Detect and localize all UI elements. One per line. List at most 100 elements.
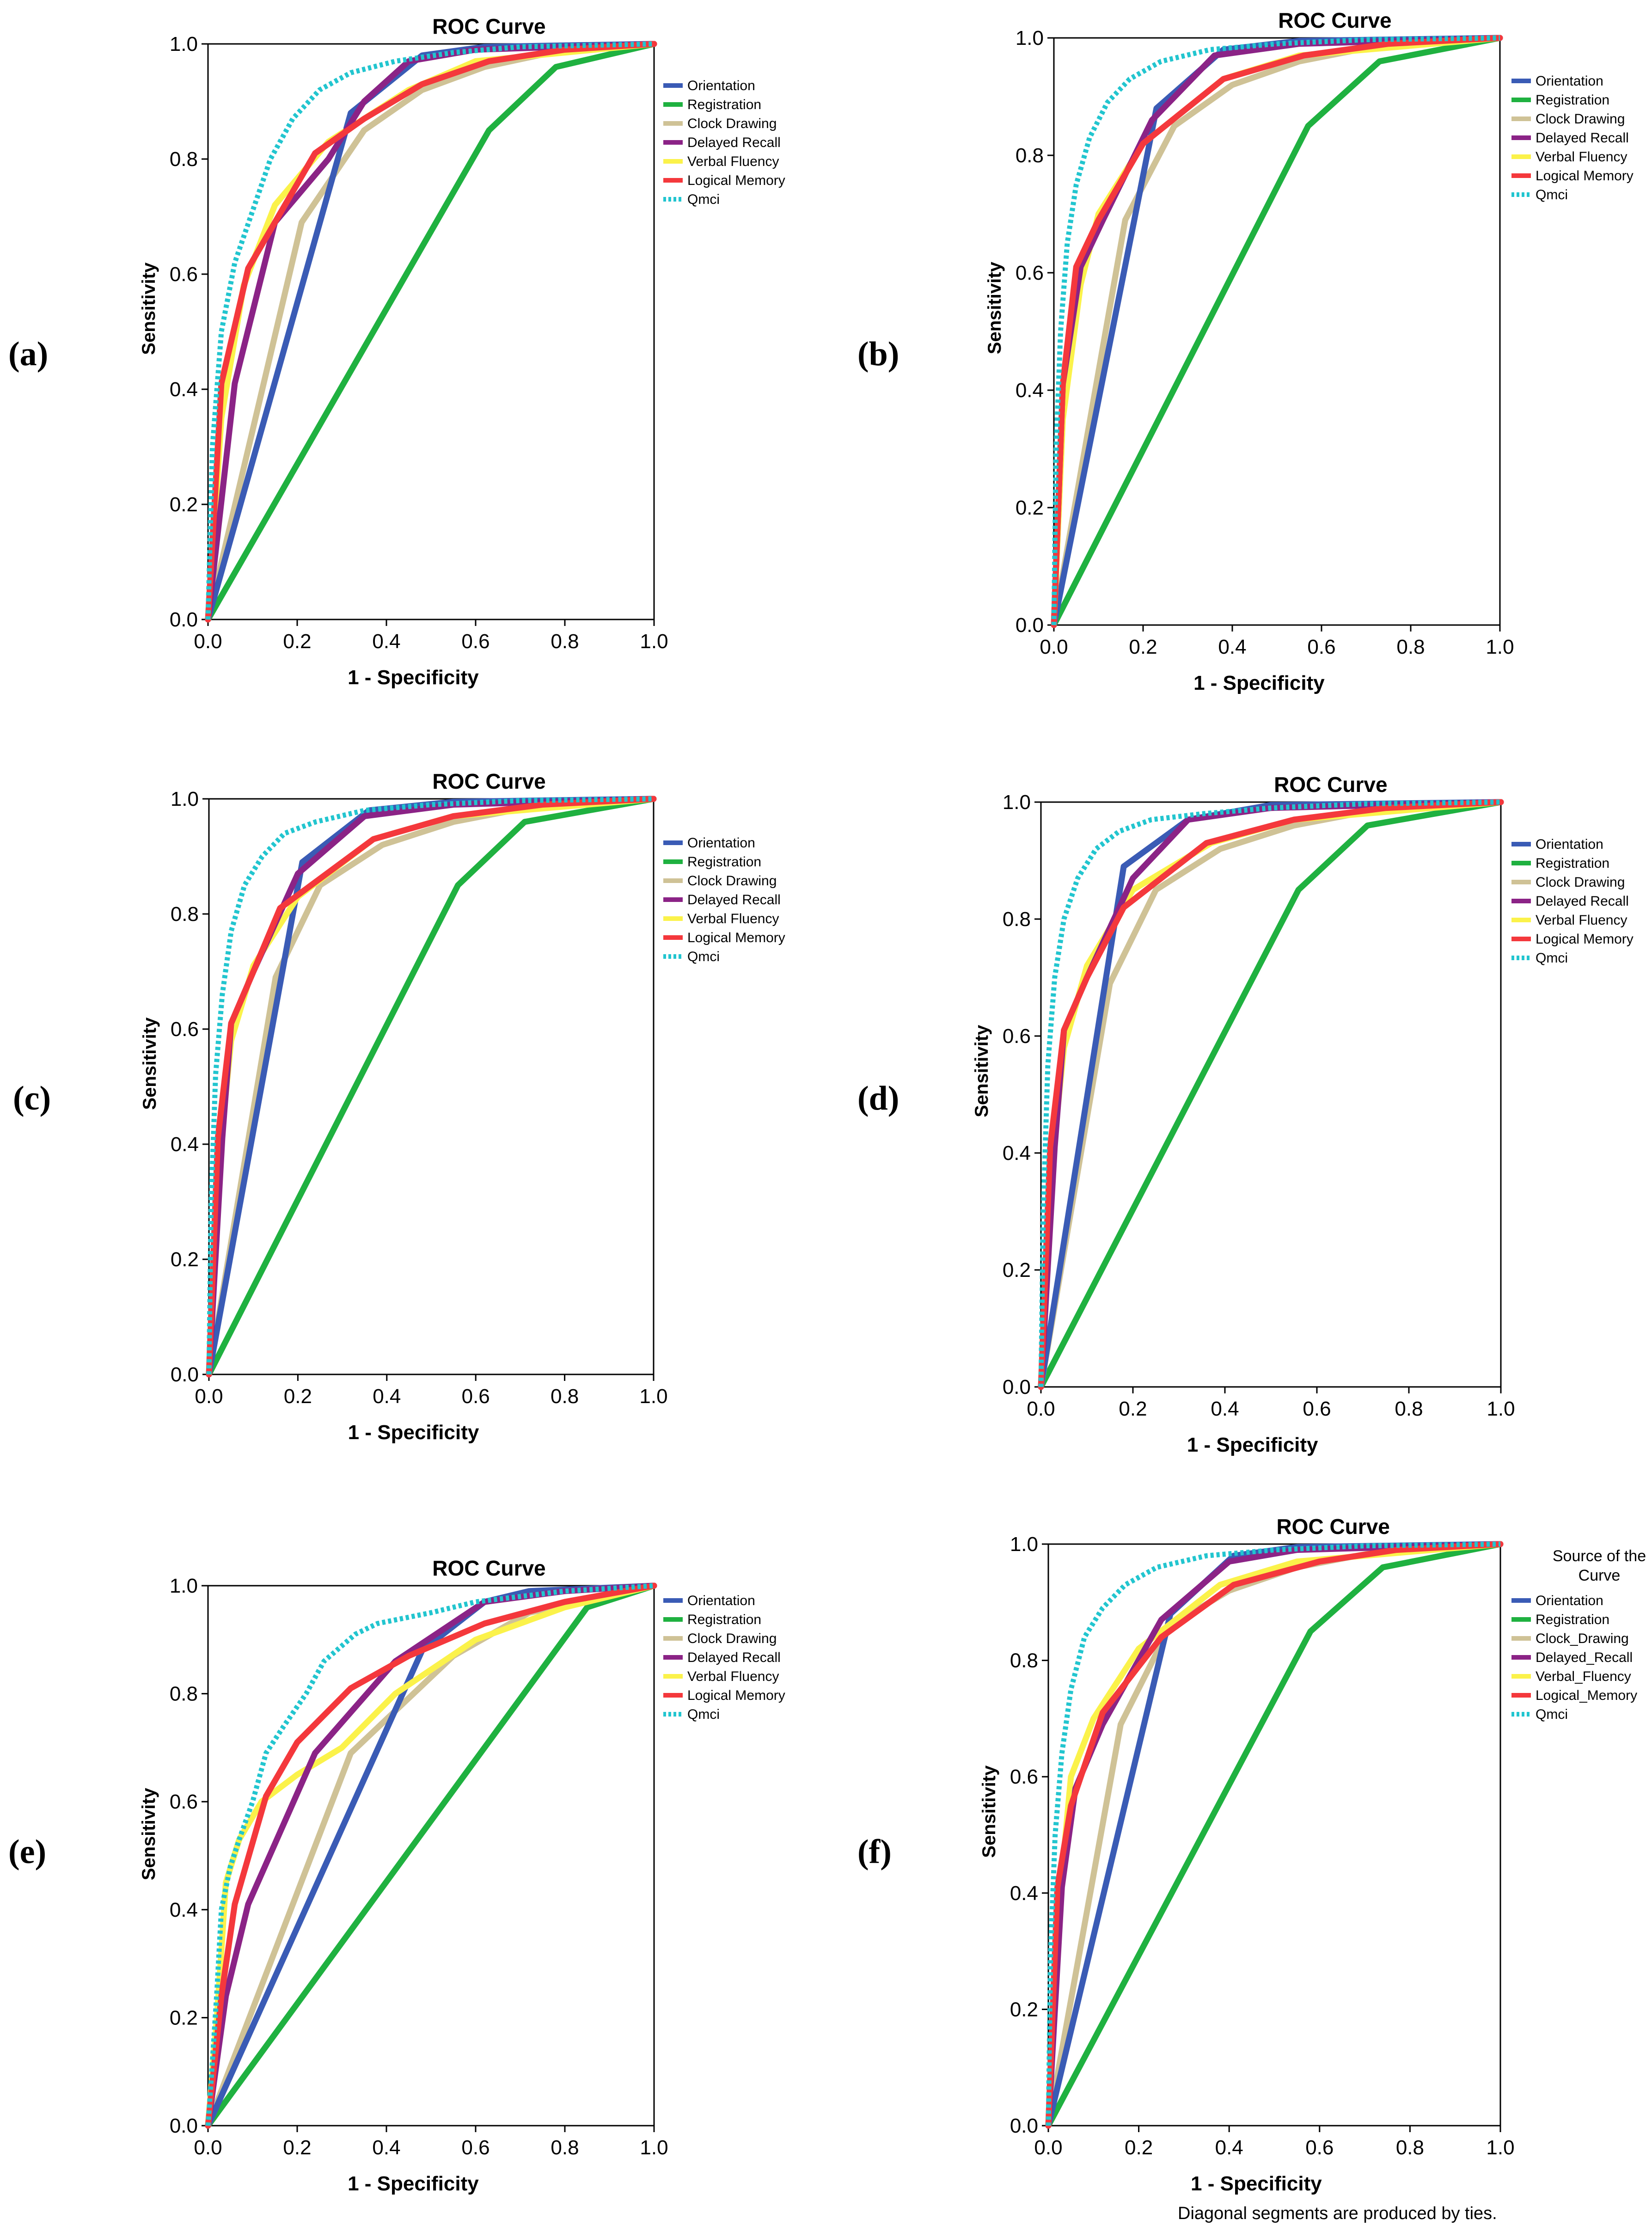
series-line-delayed-recall	[205, 1582, 657, 2129]
x-axis-label: 1 - Specificity	[348, 1421, 479, 1444]
y-tick-label: 0.2	[170, 493, 198, 516]
y-axis-label: Sensitivity	[979, 1765, 999, 1858]
x-tick-label: 1.0	[1487, 1398, 1515, 1420]
x-tick-label: 0.6	[461, 630, 489, 653]
series-line-logical-memory	[1045, 1541, 1504, 2129]
x-tick-label: 0.4	[1211, 1398, 1239, 1420]
y-tick-label: 0.6	[1010, 1766, 1038, 1788]
roc-panel-a: (a) ROC Curve 0.0 0.2 0.4 0.6 0.8 1.0 0.0 0.2 0.4 0…	[8, 14, 785, 689]
panel-label: (a)	[8, 335, 48, 373]
y-tick-label: 0.4	[1003, 1142, 1031, 1165]
y-tick-label: 1.0	[1010, 1533, 1038, 1556]
y-tick-label: 0.2	[1010, 1998, 1038, 2021]
x-tick-label: 0.4	[372, 2136, 400, 2159]
y-tick-label: 1.0	[1016, 27, 1044, 49]
plot-frame	[1040, 801, 1502, 1388]
legend-label-delayed-recall: Delayed Recall	[687, 135, 781, 150]
x-tick-label: 0.4	[373, 1385, 401, 1408]
x-axis-label: 1 - Specificity	[1193, 672, 1325, 694]
y-tick-label: 0.0	[170, 2115, 198, 2137]
x-tick-label: 0.2	[283, 630, 311, 653]
legend-label-delayed-recall: Delayed_Recall	[1536, 1650, 1633, 1665]
chart-title: ROC Curve	[432, 769, 545, 793]
legend-label-registration: Registration	[687, 97, 761, 112]
y-tick-label: 0.0	[171, 1363, 199, 1386]
x-tick-label: 0.8	[551, 2136, 579, 2159]
y-tick-label: 0.8	[171, 903, 199, 926]
legend-title-line: Source of the	[1553, 1547, 1646, 1565]
legend-label-registration: Registration	[1536, 856, 1609, 871]
x-axis-label: 1 - Specificity	[348, 666, 479, 689]
x-tick-label: 0.0	[194, 630, 222, 653]
x-tick-label: 0.6	[462, 1385, 490, 1408]
panel-label: (e)	[8, 1833, 46, 1871]
series-line-logical-memory	[1038, 799, 1504, 1390]
roc-panel-b: (b) ROC Curve 0.0 0.2 0.4 0.6 0.8 1.0 0.0 0.2 0.4 0…	[857, 8, 1634, 694]
y-tick-label: 0.4	[1010, 1882, 1038, 1905]
chart-title: ROC Curve	[1276, 1514, 1389, 1539]
y-tick-label: 0.6	[170, 1790, 198, 1813]
series-line-logical-memory	[206, 796, 657, 1378]
plot-frame	[208, 798, 655, 1375]
series-line-registration	[1045, 1541, 1504, 2129]
series-line-delayed-recall	[1038, 799, 1504, 1390]
series-line-orientation	[1051, 35, 1503, 628]
legend-label-delayed-recall: Delayed Recall	[687, 1650, 781, 1665]
legend-label-registration: Registration	[1536, 92, 1609, 108]
y-axis-label: Sensitivity	[985, 261, 1005, 354]
panel-label: (b)	[857, 335, 899, 373]
legend-label-clock-drawing: Clock Drawing	[1536, 875, 1625, 890]
x-tick-label: 0.6	[461, 2136, 489, 2159]
plot-frame	[207, 1585, 655, 2127]
series-line-clock-drawing	[1051, 35, 1503, 628]
legend-title-line: Curve	[1579, 1567, 1621, 1584]
y-tick-label: 1.0	[171, 788, 199, 810]
roc-panel-f: (f) ROC Curve 0.0 0.2 0.4 0.6 0.8 1.0 0.0 0.2 0.4 0…	[857, 1514, 1646, 2195]
x-tick-label: 0.8	[551, 1385, 579, 1408]
x-axis-label: 1 - Specificity	[348, 2172, 479, 2195]
series-line-qmci	[1038, 799, 1501, 1387]
x-tick-label: 1.0	[640, 2136, 668, 2159]
series-line-verbal-fluency	[1051, 35, 1503, 628]
x-tick-label: 0.0	[1027, 1398, 1055, 1420]
y-axis-label: Sensitivity	[140, 1017, 160, 1110]
x-tick-label: 0.6	[1307, 636, 1335, 658]
x-tick-label: 1.0	[640, 630, 668, 653]
y-tick-label: 0.6	[171, 1018, 199, 1041]
panel-label: (f)	[857, 1833, 892, 1871]
legend-label-logical-memory: Logical Memory	[1536, 932, 1634, 947]
y-tick-label: 1.0	[1003, 791, 1031, 814]
y-tick-label: 0.2	[171, 1248, 199, 1271]
chart-title: ROC Curve	[1278, 8, 1391, 32]
series-line-delayed-recall	[206, 796, 657, 1378]
y-tick-label: 0.4	[170, 1899, 198, 1921]
series-line-orientation	[1038, 799, 1504, 1390]
series-line-logical-memory	[1051, 35, 1503, 628]
series-line-clock-drawing	[205, 41, 657, 623]
x-tick-label: 1.0	[1486, 2136, 1514, 2159]
x-tick-label: 0.4	[1218, 636, 1246, 658]
legend-label-logical-memory: Logical_Memory	[1536, 1688, 1637, 1703]
series-line-delayed-recall	[1051, 35, 1503, 628]
x-tick-label: 1.0	[1486, 636, 1514, 658]
legend: Orientation Registration Clock Drawing Dela…	[1511, 74, 1634, 202]
series-line-clock-drawing	[206, 796, 657, 1378]
footnote-ties: Diagonal segments are produced by ties.	[1178, 2204, 1497, 2223]
y-tick-label: 0.4	[1016, 379, 1044, 402]
x-tick-label: 0.8	[1396, 636, 1425, 658]
legend-label-clock-drawing: Clock_Drawing	[1536, 1631, 1629, 1646]
legend-label-logical-memory: Logical Memory	[1536, 168, 1634, 184]
x-axis-label: 1 - Specificity	[1187, 1434, 1318, 1456]
legend-label-qmci: Qmci	[1536, 187, 1568, 202]
x-tick-label: 0.4	[372, 630, 400, 653]
series-line-qmci	[206, 796, 654, 1375]
series-line-qmci	[1046, 1541, 1501, 2126]
legend: Orientation Registration Clock Drawing Dela…	[663, 1593, 785, 1722]
y-tick-label: 0.0	[170, 608, 198, 631]
legend-label-verbal-fluency: Verbal Fluency	[687, 1669, 779, 1684]
x-tick-label: 0.8	[1396, 2136, 1424, 2159]
legend-label-registration: Registration	[687, 1612, 761, 1627]
y-tick-label: 0.6	[1003, 1025, 1031, 1048]
legend: Orientation Registration Clock Drawing Dela…	[663, 78, 785, 207]
